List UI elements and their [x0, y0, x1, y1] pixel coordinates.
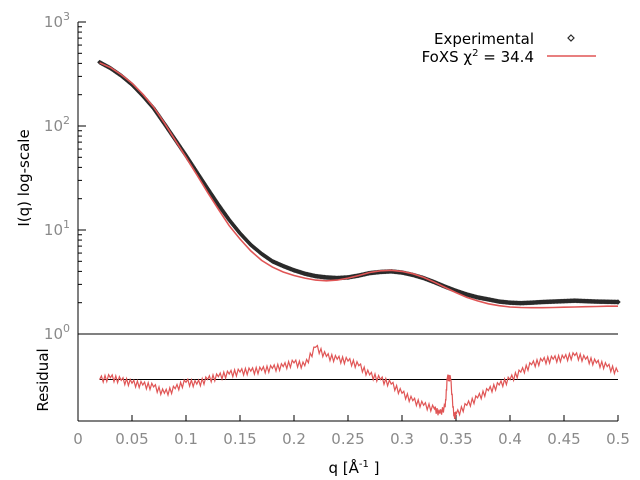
x-axis-ticks: 0 0.05 0.1 0.15 0.2 0.25 0.3 0.35 0.4 0.45 0.5 [73, 415, 630, 448]
y-tick-label: 103 [44, 10, 70, 31]
x-axis-label: q [Å-1 ] [328, 458, 379, 477]
residual-line [99, 344, 619, 420]
x-axis-label-suffix: ] [369, 459, 380, 477]
x-tick-label: 0.05 [115, 430, 148, 448]
x-tick-label: 0.15 [223, 430, 256, 448]
legend-foxs-sup: 2 [472, 48, 478, 59]
x-tick-label: 0.35 [439, 430, 472, 448]
x-axis-label-prefix: q [Å [328, 458, 359, 477]
legend-experimental-label: Experimental [434, 30, 534, 48]
legend-foxs-label: FoXS χ2 = 34.4 [422, 48, 534, 66]
experimental-series [97, 59, 621, 306]
x-tick-label: 0.5 [606, 430, 630, 448]
y-axis-ticks: 100 101 102 103 [44, 10, 86, 343]
experimental-point [615, 299, 621, 305]
y-axis-label: I(q) log-scale [15, 129, 33, 226]
x-tick-label: 0 [73, 430, 83, 448]
legend: Experimental FoXS χ2 = 34.4 [422, 30, 596, 66]
x-tick-label: 0.1 [174, 430, 198, 448]
y-tick-label: 100 [44, 322, 70, 343]
x-tick-label: 0.2 [282, 430, 306, 448]
y-tick-label: 102 [44, 114, 70, 135]
x-tick-label: 0.45 [547, 430, 580, 448]
residual-axis-label: Residual [34, 348, 52, 411]
x-tick-label: 0.3 [390, 430, 414, 448]
y-tick-label: 101 [44, 218, 70, 239]
x-tick-label: 0.4 [498, 430, 522, 448]
legend-experimental-marker [567, 34, 575, 42]
x-axis-label-sup: -1 [359, 459, 369, 470]
foxs-fit-line [99, 62, 618, 309]
legend-foxs-prefix: FoXS χ [422, 48, 473, 66]
x-tick-label: 0.25 [331, 430, 364, 448]
legend-foxs-suffix: = 34.4 [478, 48, 534, 66]
